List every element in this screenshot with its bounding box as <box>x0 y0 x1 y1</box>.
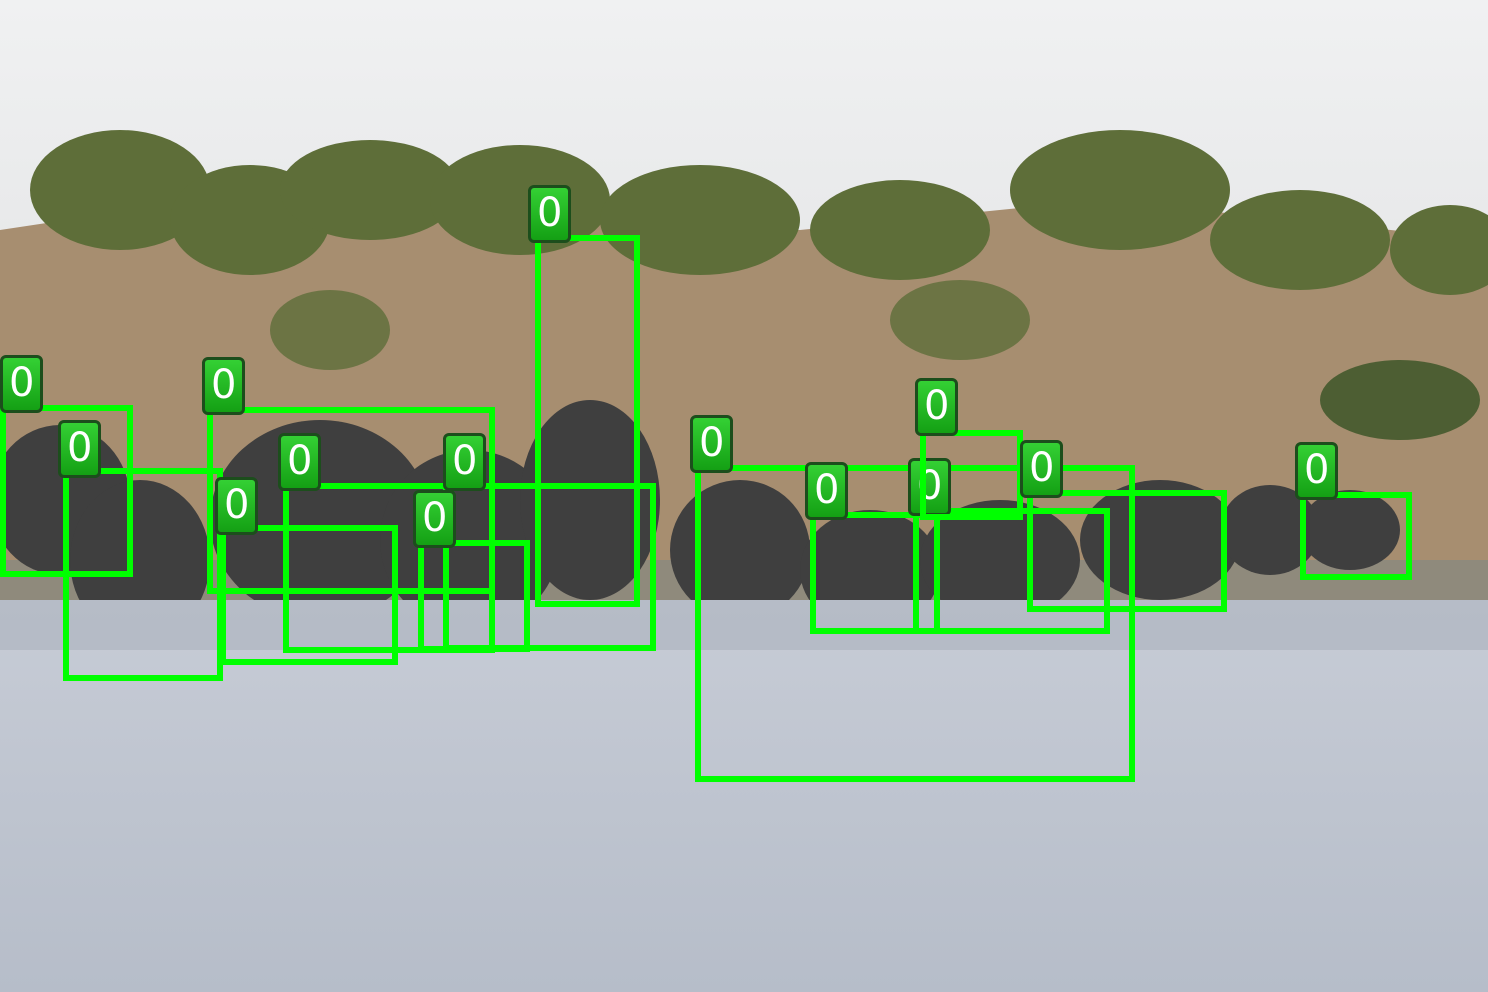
detection-label: 0 <box>58 420 102 478</box>
detection-label: 0 <box>413 490 457 548</box>
detection-label: 0 <box>443 433 487 491</box>
detection-box <box>810 512 940 634</box>
detection-label: 0 <box>690 415 734 473</box>
detection-label: 0 <box>1295 442 1339 500</box>
detection-label: 0 <box>278 433 322 491</box>
detection-box <box>443 483 656 651</box>
river-water <box>0 600 1488 992</box>
detection-box <box>535 235 640 607</box>
detection-label: 0 <box>215 477 259 535</box>
detection-box <box>920 430 1023 520</box>
detection-label: 0 <box>908 458 952 516</box>
detection-box <box>1300 492 1412 580</box>
detection-label: 0 <box>528 185 572 243</box>
detection-label: 0 <box>805 462 849 520</box>
detection-box <box>220 525 398 665</box>
detection-box <box>283 483 495 653</box>
detection-label: 0 <box>0 355 44 413</box>
detection-label: 0 <box>202 357 246 415</box>
detection-label: 0 <box>1020 440 1064 498</box>
detection-box <box>63 468 223 681</box>
detection-box <box>913 508 1110 634</box>
detection-box <box>418 540 530 652</box>
detection-box <box>1027 490 1227 612</box>
detection-label: 0 <box>915 378 959 436</box>
